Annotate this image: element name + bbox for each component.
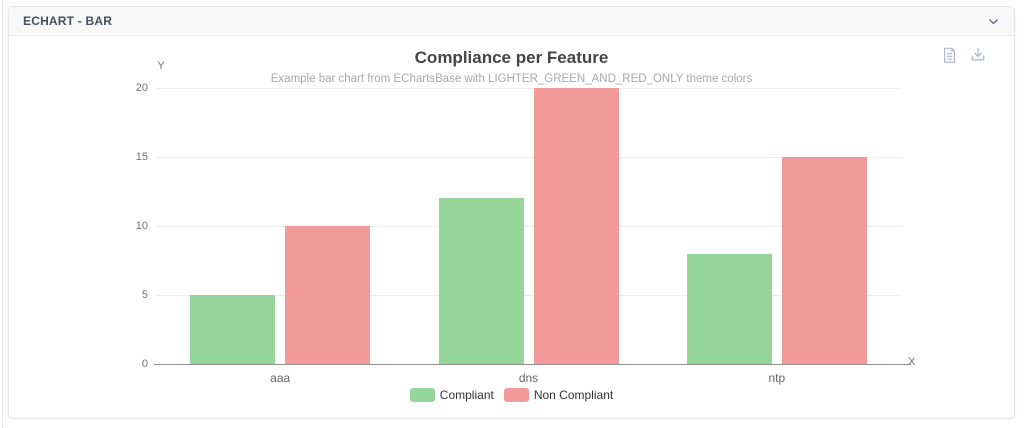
- chart-subtitle: Example bar chart from EChartsBase with …: [270, 73, 753, 85]
- y-axis-name: Y: [157, 60, 165, 72]
- legend-marker-compliant: [409, 388, 435, 402]
- save-as-image-icon[interactable]: [970, 47, 986, 63]
- y-axis-tick-0: 0: [141, 358, 148, 370]
- y-axis-tick-5: 5: [141, 289, 148, 301]
- chevron-down-icon[interactable]: [987, 15, 1000, 28]
- bar-non-compliant-ntp[interactable]: [781, 157, 867, 364]
- chart-legend: Compliant Non Compliant: [9, 388, 1014, 402]
- chart-title: Compliance per Feature: [414, 48, 609, 67]
- echart-bar-panel: ECHART - BAR Compliance per Feature Exam…: [8, 6, 1015, 419]
- x-axis-name: X: [908, 356, 916, 368]
- chart-toolbox: [942, 47, 986, 63]
- panel-body: Compliance per Feature Example bar chart…: [9, 36, 1014, 419]
- gridline-y-10: [156, 226, 901, 227]
- legend-item-compliant[interactable]: Compliant: [409, 388, 494, 402]
- y-axis-tick-10: 10: [135, 220, 148, 232]
- legend-label-non-compliant: Non Compliant: [533, 388, 614, 402]
- bar-non-compliant-dns[interactable]: [533, 88, 619, 364]
- panel-title: ECHART - BAR: [23, 14, 113, 28]
- y-axis-tick-15: 15: [135, 151, 148, 163]
- x-axis-label-ntp: ntp: [768, 371, 786, 385]
- gridline-y-20: [156, 88, 901, 89]
- chart: Compliance per Feature Example bar chart…: [9, 36, 1014, 419]
- bar-compliant-aaa[interactable]: [190, 295, 276, 364]
- gridline-y-5: [156, 295, 901, 296]
- x-axis-line: [154, 364, 911, 365]
- y-axis-tick-20: 20: [135, 82, 148, 94]
- x-axis-label-aaa: aaa: [270, 371, 291, 385]
- data-view-icon[interactable]: [942, 47, 957, 63]
- legend-item-non-compliant[interactable]: Non Compliant: [503, 388, 614, 402]
- x-axis-label-dns: dns: [518, 371, 539, 385]
- bar-non-compliant-aaa[interactable]: [285, 226, 371, 364]
- bar-compliant-dns[interactable]: [438, 198, 524, 364]
- legend-label-compliant: Compliant: [439, 388, 494, 402]
- gridline-y-15: [156, 157, 901, 158]
- panel-header[interactable]: ECHART - BAR: [9, 7, 1014, 36]
- page-left-edge: [2, 0, 3, 428]
- legend-marker-non-compliant: [503, 388, 529, 402]
- bar-compliant-ntp[interactable]: [686, 253, 772, 364]
